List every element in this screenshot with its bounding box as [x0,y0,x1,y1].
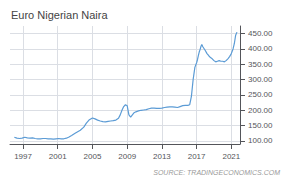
svg-text:Euro Nigerian Naira: Euro Nigerian Naira [11,9,108,21]
svg-text:100.00: 100.00 [248,136,273,145]
svg-text:2005: 2005 [84,152,102,161]
svg-text:150.00: 150.00 [248,121,273,130]
svg-text:250.00: 250.00 [248,90,273,99]
svg-text:2009: 2009 [118,152,136,161]
svg-text:SOURCE: TRADINGECONOMICS.COM: SOURCE: TRADINGECONOMICS.COM [153,169,280,176]
svg-text:2001: 2001 [49,152,67,161]
svg-text:350.00: 350.00 [248,60,273,69]
svg-text:2017: 2017 [188,152,206,161]
svg-text:300.00: 300.00 [248,75,273,84]
svg-text:450.00: 450.00 [248,29,273,38]
svg-text:1997: 1997 [14,152,32,161]
svg-text:2013: 2013 [153,152,171,161]
svg-text:400.00: 400.00 [248,44,273,53]
svg-text:200.00: 200.00 [248,106,273,115]
svg-text:2021: 2021 [222,152,240,161]
